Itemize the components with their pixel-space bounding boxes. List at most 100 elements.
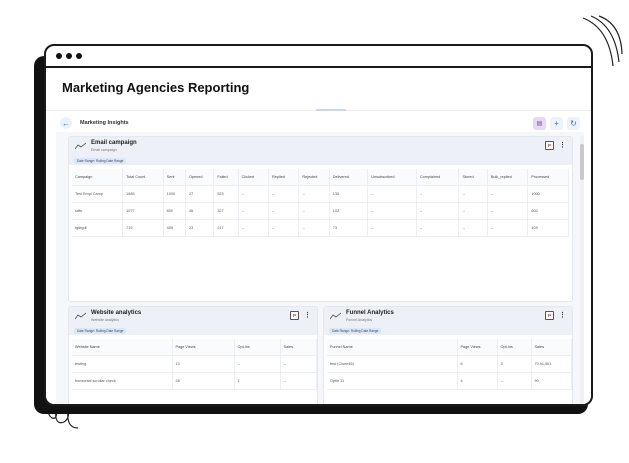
table-cell: fgdfgdf [72, 219, 124, 237]
dashboard-content: ← Marketing Insights ▤ + ↻ Email campaig… [56, 114, 584, 404]
card-subtitle: Funnel Analytics [346, 318, 373, 322]
table-cell: -- [280, 355, 317, 373]
window-titlebar [46, 46, 591, 68]
date-range-badge: Date Range: Rolling Date Range [74, 328, 127, 334]
column-header[interactable]: Opt-ins [234, 339, 281, 356]
page-title: Marketing Agencies Reporting [62, 80, 250, 95]
column-header[interactable]: Funnel Name [327, 339, 458, 356]
table-row: Test Empl Camp 1685 1000 27 523 -- -- -- 135 -- --… [72, 185, 569, 203]
table-cell: -- [298, 202, 330, 220]
table-row: test (Clone46) 6 3 70,91,561 [327, 355, 572, 373]
column-header[interactable]: Unsubscribed [367, 169, 417, 186]
table-cell: -- [234, 355, 281, 373]
column-header[interactable]: Processed [527, 169, 569, 186]
table-cell: 23 [185, 219, 215, 237]
table-cell: -- [280, 372, 317, 390]
window-dot-icon[interactable] [66, 53, 72, 59]
column-header[interactable]: Complained [416, 169, 460, 186]
toolbar-actions: ▤ + ↻ [533, 117, 580, 130]
column-header[interactable]: Delivered [329, 169, 369, 186]
table-cell: 102 [329, 202, 369, 220]
funnel-analytics-card: Funnel Analytics Funnel Analytics Date R… [323, 306, 573, 404]
pdf-icon[interactable]: P [545, 141, 554, 150]
table-cell: 13 [172, 355, 235, 373]
table-cell: -- [416, 219, 460, 237]
browser-window: Marketing Agencies Reporting ← Marketing… [44, 44, 593, 406]
table-cell: 327 [213, 202, 239, 220]
column-header[interactable]: Page Views [172, 339, 235, 356]
column-header[interactable]: Bulk_replied [487, 169, 529, 186]
vertical-scrollbar[interactable] [580, 136, 584, 404]
report-pdf-button[interactable]: ▤ [533, 117, 546, 130]
card-actions: P ⋮ [545, 311, 566, 320]
column-header[interactable]: Page Views [457, 339, 498, 356]
table-cell: 6 [457, 355, 498, 373]
table-cell: Test Empl Camp [72, 185, 124, 203]
window-dot-icon[interactable] [76, 53, 82, 59]
column-header[interactable]: Website Name [72, 339, 173, 356]
line-chart-icon [330, 312, 341, 320]
decorative-lines-icon [582, 15, 623, 67]
table-cell: -- [416, 185, 460, 203]
card-header: Funnel Analytics Funnel Analytics Date R… [324, 307, 572, 335]
table-cell: test (Clone46) [327, 355, 458, 373]
refresh-button[interactable]: ↻ [567, 117, 580, 130]
table-cell: -- [238, 219, 270, 237]
table-row: fgdfgdf 719 409 23 217 -- -- -- 73 -- -- -- -- 409 [72, 219, 569, 237]
table-cell: -- [298, 185, 330, 203]
card-actions: P ⋮ [545, 141, 566, 150]
column-header[interactable]: Campaign [72, 169, 124, 186]
table-cell: 4 [457, 372, 498, 390]
back-button[interactable]: ← [60, 117, 72, 129]
table-cell: 600 [163, 202, 186, 220]
column-header[interactable]: Failed [213, 169, 239, 186]
table-cell: 1000 [163, 185, 186, 203]
column-header[interactable]: Opt-ins [497, 339, 532, 356]
table-cell: 1000 [527, 185, 569, 203]
email-campaign-table: Campaign Total Count Sent Opened Failed … [72, 169, 569, 237]
table-cell: 90 [531, 372, 572, 390]
pdf-icon[interactable]: P [545, 311, 554, 320]
card-title: Website analytics [91, 310, 142, 316]
card-actions: P ⋮ [290, 311, 311, 320]
table-cell: 135 [329, 185, 369, 203]
column-header[interactable]: Sales [531, 339, 572, 356]
table-cell: -- [497, 372, 532, 390]
table-cell: -- [487, 202, 529, 220]
table-cell: horizontal scrollar check [72, 372, 173, 390]
table-container: Campaign Total Count Sent Opened Failed … [69, 165, 572, 237]
card-title: Funnel Analytics [346, 310, 394, 316]
more-options-icon[interactable]: ⋮ [559, 142, 566, 149]
column-header[interactable]: Sales [280, 339, 317, 356]
line-chart-icon [75, 312, 86, 320]
column-header[interactable]: Clicked [238, 169, 270, 186]
breadcrumb: Marketing Insights [80, 120, 129, 126]
add-widget-button[interactable]: + [550, 117, 563, 130]
table-cell: testing [72, 355, 173, 373]
column-header[interactable]: Total Count [122, 169, 164, 186]
window-dot-icon[interactable] [56, 53, 62, 59]
table-cell: 523 [213, 185, 239, 203]
card-header: Email campaign Email campaign Date Range… [69, 137, 572, 165]
table-cell: -- [487, 185, 529, 203]
column-header[interactable]: Replied [268, 169, 300, 186]
table-cell: -- [238, 202, 270, 220]
scrollbar-thumb[interactable] [580, 144, 584, 180]
table-cell: -- [458, 185, 488, 203]
table-cell: 70,91,561 [531, 355, 572, 373]
column-header[interactable]: Sent [163, 169, 186, 186]
table-container: Funnel Name Page Views Opt-ins Sales tes… [324, 335, 572, 390]
table-cell: -- [367, 219, 417, 237]
column-header[interactable]: Opened [185, 169, 215, 186]
column-header[interactable]: Rejected [298, 169, 330, 186]
column-header[interactable]: Stored [458, 169, 488, 186]
table-row: sdfs 1077 600 46 327 -- -- -- 102 -- -- -- -- 600 [72, 202, 569, 220]
table-cell: -- [268, 219, 300, 237]
table-cell: 600 [527, 202, 569, 220]
dashboard-toolbar: ← Marketing Insights [56, 114, 584, 132]
more-options-icon[interactable]: ⋮ [559, 312, 566, 319]
table-cell: 409 [163, 219, 186, 237]
more-options-icon[interactable]: ⋮ [304, 312, 311, 319]
pdf-icon[interactable]: P [290, 311, 299, 320]
table-cell: -- [238, 185, 270, 203]
